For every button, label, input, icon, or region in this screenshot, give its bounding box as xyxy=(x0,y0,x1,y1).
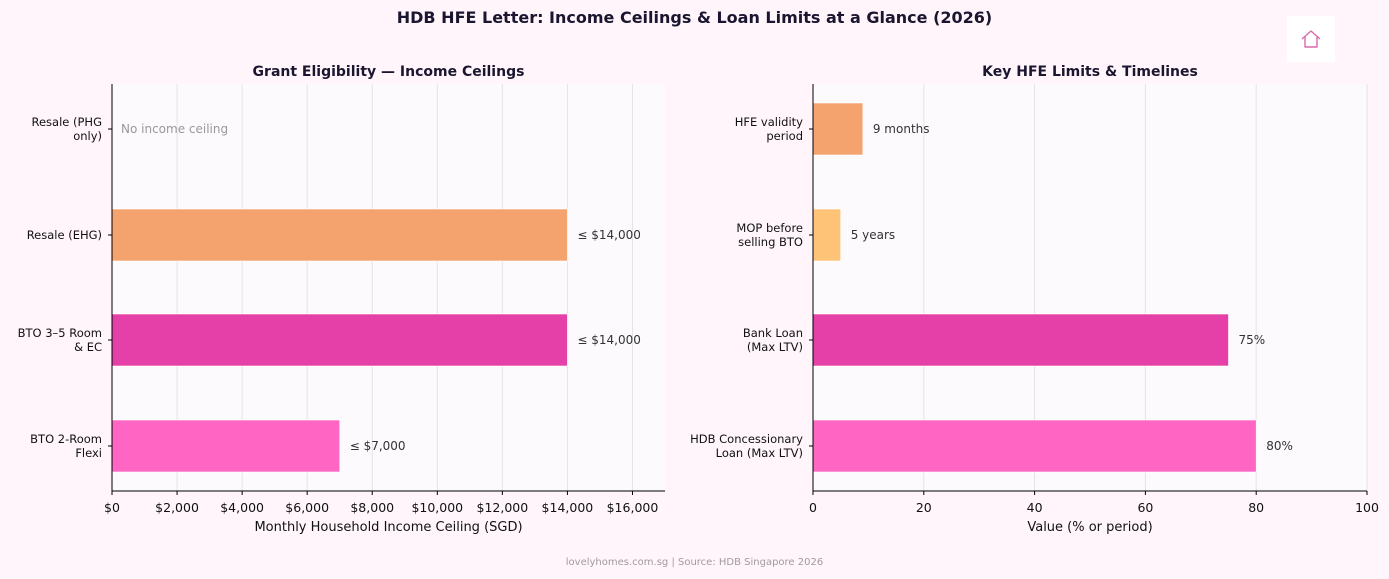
y-tick-label-line: HDB Concessionary xyxy=(690,432,803,446)
x-tick-label: 0 xyxy=(809,500,817,515)
y-tick-label-line: period xyxy=(766,129,803,143)
x-tick-label: $10,000 xyxy=(411,500,463,515)
y-tick-label: Bank Loan (Max LTV) xyxy=(743,326,803,354)
bar xyxy=(111,208,568,262)
y-tick-label: HFE validity period xyxy=(735,115,803,143)
chart-title: Grant Eligibility — Income Ceilings xyxy=(253,64,525,80)
data-label: ≤ $14,000 xyxy=(577,228,641,242)
bar xyxy=(111,419,341,473)
y-tick-label-line: BTO 3–5 Room xyxy=(18,326,102,340)
data-label: No income ceiling xyxy=(121,122,228,136)
x-tick-label: $6,000 xyxy=(285,500,329,515)
y-tick-label-line: & EC xyxy=(74,340,102,354)
y-tick-label-line: selling BTO xyxy=(738,235,803,249)
y-tick-label: HDB Concessionary Loan (Max LTV) xyxy=(690,432,803,460)
bar xyxy=(812,419,1257,473)
x-tick-label: 100 xyxy=(1355,500,1379,515)
y-tick-label-line: only) xyxy=(73,129,102,143)
y-tick-label: BTO 2-Room Flexi xyxy=(30,432,102,460)
x-tick-label: $12,000 xyxy=(477,500,529,515)
y-tick-label-line: MOP before xyxy=(736,221,803,235)
y-tick-label-line: (Max LTV) xyxy=(747,340,803,354)
y-tick-label: Resale (PHG only) xyxy=(32,115,103,143)
data-label: ≤ $7,000 xyxy=(350,439,406,453)
x-tick-label: 60 xyxy=(1137,500,1153,515)
bar xyxy=(111,313,568,367)
data-label: ≤ $14,000 xyxy=(577,333,641,347)
x-tick-label: 20 xyxy=(916,500,932,515)
y-tick-label: MOP before selling BTO xyxy=(736,221,803,249)
x-tick-label: $2,000 xyxy=(155,500,199,515)
y-tick-label-line: Bank Loan xyxy=(743,326,803,340)
x-axis-label: Value (% or period) xyxy=(1027,520,1152,535)
x-tick-label: 40 xyxy=(1027,500,1043,515)
data-label: 5 years xyxy=(851,228,895,242)
y-tick-label-line: Loan (Max LTV) xyxy=(716,446,803,460)
house-icon xyxy=(1301,30,1321,48)
y-tick-label: Resale (EHG) xyxy=(27,228,102,242)
x-tick-label: $16,000 xyxy=(607,500,659,515)
data-label: 75% xyxy=(1239,333,1266,347)
bar xyxy=(812,102,864,156)
chart-title: Key HFE Limits & Timelines xyxy=(982,64,1198,80)
data-label: 9 months xyxy=(873,122,930,136)
x-tick-label: $8,000 xyxy=(350,500,394,515)
bar xyxy=(812,313,1229,367)
y-tick-label-line: HFE validity xyxy=(735,115,803,129)
bar xyxy=(812,208,842,262)
y-tick-label-line: Flexi xyxy=(75,446,102,460)
home-button[interactable] xyxy=(1287,16,1335,62)
y-tick-label-line: Resale (PHG xyxy=(32,115,103,129)
data-label: 80% xyxy=(1266,439,1293,453)
y-tick-label-line: Resale (EHG) xyxy=(27,228,102,242)
footer-source: lovelyhomes.com.sg | Source: HDB Singapo… xyxy=(565,557,824,568)
x-tick-label: $14,000 xyxy=(542,500,594,515)
y-tick-label-line: BTO 2-Room xyxy=(30,432,102,446)
figure-title: HDB HFE Letter: Income Ceilings & Loan L… xyxy=(396,8,993,27)
x-tick-label: $4,000 xyxy=(220,500,264,515)
x-axis-label: Monthly Household Income Ceiling (SGD) xyxy=(254,520,522,535)
y-tick-label: BTO 3–5 Room & EC xyxy=(18,326,102,354)
x-tick-label: $0 xyxy=(104,500,120,515)
x-tick-label: 80 xyxy=(1248,500,1264,515)
